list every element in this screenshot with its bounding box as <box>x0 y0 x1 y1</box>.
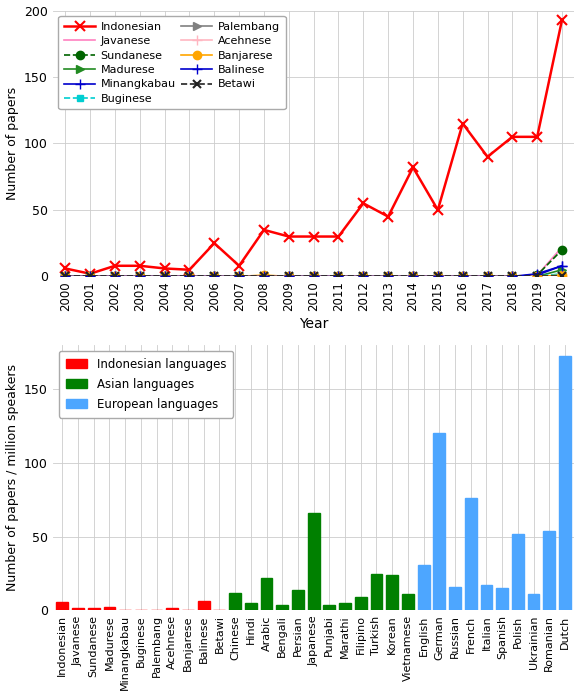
Bar <box>198 601 209 610</box>
Bar <box>72 608 84 610</box>
Bar <box>103 607 115 610</box>
Bar <box>166 608 178 610</box>
Bar <box>56 601 68 610</box>
Bar <box>465 498 477 610</box>
Bar <box>528 594 539 610</box>
Bar <box>512 534 524 610</box>
X-axis label: Year: Year <box>299 317 328 331</box>
Bar <box>559 356 571 610</box>
Bar <box>433 433 445 610</box>
Y-axis label: Number of papers: Number of papers <box>6 87 19 200</box>
Legend: Indonesian, Javanese, Sundanese, Madurese, Minangkabau, Buginese, Palembang, Ace: Indonesian, Javanese, Sundanese, Madures… <box>59 16 286 109</box>
Bar <box>276 606 288 610</box>
Bar <box>324 606 335 610</box>
Bar <box>371 574 382 610</box>
Bar <box>229 593 241 610</box>
Bar <box>260 578 273 610</box>
Bar <box>449 587 461 610</box>
Bar <box>88 608 100 610</box>
Bar <box>481 585 492 610</box>
Bar <box>496 587 508 610</box>
Bar <box>402 594 414 610</box>
Bar <box>543 531 555 610</box>
Bar <box>339 603 351 610</box>
Bar <box>308 513 320 610</box>
Bar <box>292 590 304 610</box>
Bar <box>355 597 367 610</box>
Y-axis label: Number of papers / million speakers: Number of papers / million speakers <box>6 364 19 591</box>
Bar <box>245 603 257 610</box>
Bar <box>418 564 430 610</box>
Bar <box>386 575 398 610</box>
Legend: Indonesian languages, Asian languages, European languages: Indonesian languages, Asian languages, E… <box>59 351 233 418</box>
